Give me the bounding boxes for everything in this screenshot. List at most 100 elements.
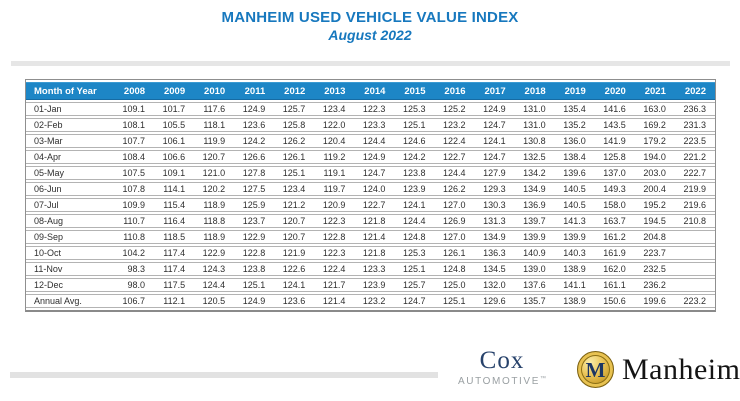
table-cell: 124.4 <box>394 214 435 228</box>
table-cell: 123.4 <box>314 102 355 116</box>
table-cell: 120.2 <box>194 182 235 196</box>
table-cell: 135.4 <box>554 102 595 116</box>
row-label: 08-Aug <box>26 214 114 228</box>
table-cell: 123.6 <box>274 294 315 308</box>
table-cell: 125.1 <box>394 262 435 276</box>
row-label: 11-Nov <box>26 262 114 276</box>
table-cell: 199.6 <box>634 294 675 308</box>
table-cell: 126.6 <box>234 150 275 164</box>
table-cell: 122.8 <box>234 246 275 260</box>
column-header-year: 2012 <box>274 82 315 100</box>
cox-automotive-logo: Cox AUTOMOTIVE™ <box>444 348 560 388</box>
table-cell <box>674 246 715 260</box>
row-label: 07-Jul <box>26 198 114 212</box>
table-cell: 140.5 <box>554 182 595 196</box>
top-divider <box>11 61 730 66</box>
table-cell: 134.9 <box>514 182 555 196</box>
table-cell: 162.0 <box>594 262 635 276</box>
table-cell: 129.3 <box>474 182 515 196</box>
table-cell: 107.7 <box>114 134 155 148</box>
table-cell <box>674 230 715 244</box>
table-cell: 132.5 <box>514 150 555 164</box>
row-label: 02-Feb <box>26 118 114 132</box>
index-table: Month of Year 2008 2009 2010 2011 2012 2013 201… <box>26 80 715 310</box>
table-cell: 236.2 <box>634 278 675 292</box>
table-cell: 139.9 <box>554 230 595 244</box>
row-label: 10-Oct <box>26 246 114 260</box>
table-cell: 123.9 <box>394 182 435 196</box>
table-cell: 110.8 <box>114 230 155 244</box>
table-row: 08-Aug 110.7 116.4 118.8 123.7 120.7 122.3 121.… <box>26 214 715 228</box>
table-cell: 203.0 <box>634 166 675 180</box>
table-cell: 124.7 <box>394 294 435 308</box>
table-cell: 161.9 <box>594 246 635 260</box>
table-cell: 108.4 <box>114 150 155 164</box>
table-cell: 122.7 <box>354 198 395 212</box>
table-cell: 127.8 <box>234 166 275 180</box>
table-cell: 118.1 <box>194 118 235 132</box>
table-cell: 126.1 <box>434 246 475 260</box>
table-cell: 124.4 <box>354 134 395 148</box>
table-cell: 122.4 <box>434 134 475 148</box>
column-header-year: 2019 <box>554 82 595 100</box>
table-cell: 118.9 <box>194 198 235 212</box>
table-cell: 223.7 <box>634 246 675 260</box>
table-cell: 121.0 <box>194 166 235 180</box>
table-cell: 125.7 <box>274 102 315 116</box>
table-cell: 137.0 <box>594 166 635 180</box>
table-cell: 161.1 <box>594 278 635 292</box>
table-cell: 124.9 <box>234 102 275 116</box>
table-cell: 134.2 <box>514 166 555 180</box>
table-cell: 117.6 <box>194 102 235 116</box>
table-cell: 125.1 <box>434 294 475 308</box>
table-cell: 137.6 <box>514 278 555 292</box>
table-cell: 135.7 <box>514 294 555 308</box>
table-cell: 124.9 <box>354 150 395 164</box>
table-cell: 106.7 <box>114 294 155 308</box>
table-cell: 123.2 <box>434 118 475 132</box>
table-cell: 126.9 <box>434 214 475 228</box>
table-header-row: Month of Year 2008 2009 2010 2011 2012 2013 201… <box>26 82 715 100</box>
table-cell: 122.4 <box>314 262 355 276</box>
column-header-year: 2008 <box>114 82 155 100</box>
table-cell: 127.0 <box>434 230 475 244</box>
table-cell: 124.8 <box>394 230 435 244</box>
table-cell: 124.7 <box>354 166 395 180</box>
column-header-year: 2009 <box>154 82 195 100</box>
table-cell: 134.9 <box>474 230 515 244</box>
manheim-wordmark: Manheim <box>622 352 740 386</box>
table-cell: 123.3 <box>354 118 395 132</box>
table-cell: 121.7 <box>314 278 355 292</box>
table-cell: 169.2 <box>634 118 675 132</box>
table-cell: 161.2 <box>594 230 635 244</box>
cox-logo-wordmark: Cox <box>479 347 525 374</box>
table-cell: 115.4 <box>154 198 195 212</box>
row-label: Annual Avg. <box>26 294 114 308</box>
table-cell: 124.7 <box>474 118 515 132</box>
table-cell: 122.3 <box>314 214 355 228</box>
table-cell <box>674 278 715 292</box>
table-cell: 143.5 <box>594 118 635 132</box>
table-cell <box>674 262 715 276</box>
table-cell: 124.8 <box>434 262 475 276</box>
table-cell: 141.3 <box>554 214 595 228</box>
table-cell: 134.5 <box>474 262 515 276</box>
table-cell: 231.3 <box>674 118 715 132</box>
row-label: 03-Mar <box>26 134 114 148</box>
table-cell: 195.2 <box>634 198 675 212</box>
table-row: 02-Feb 108.1 105.5 118.1 123.6 125.8 122.0 123.… <box>26 118 715 132</box>
cox-automotive-text: AUTOMOTIVE <box>458 376 540 387</box>
table-cell: 136.3 <box>474 246 515 260</box>
table-cell: 130.3 <box>474 198 515 212</box>
table-cell: 122.7 <box>434 150 475 164</box>
row-label: 06-Jun <box>26 182 114 196</box>
table-cell: 125.8 <box>594 150 635 164</box>
table-cell: 119.7 <box>314 182 355 196</box>
row-label: 05-May <box>26 166 114 180</box>
row-label: 04-Apr <box>26 150 114 164</box>
column-header-year: 2017 <box>474 82 515 100</box>
table-cell: 98.0 <box>114 278 155 292</box>
table-cell: 122.3 <box>314 246 355 260</box>
table-cell: 138.9 <box>554 294 595 308</box>
table-cell: 106.1 <box>154 134 195 148</box>
